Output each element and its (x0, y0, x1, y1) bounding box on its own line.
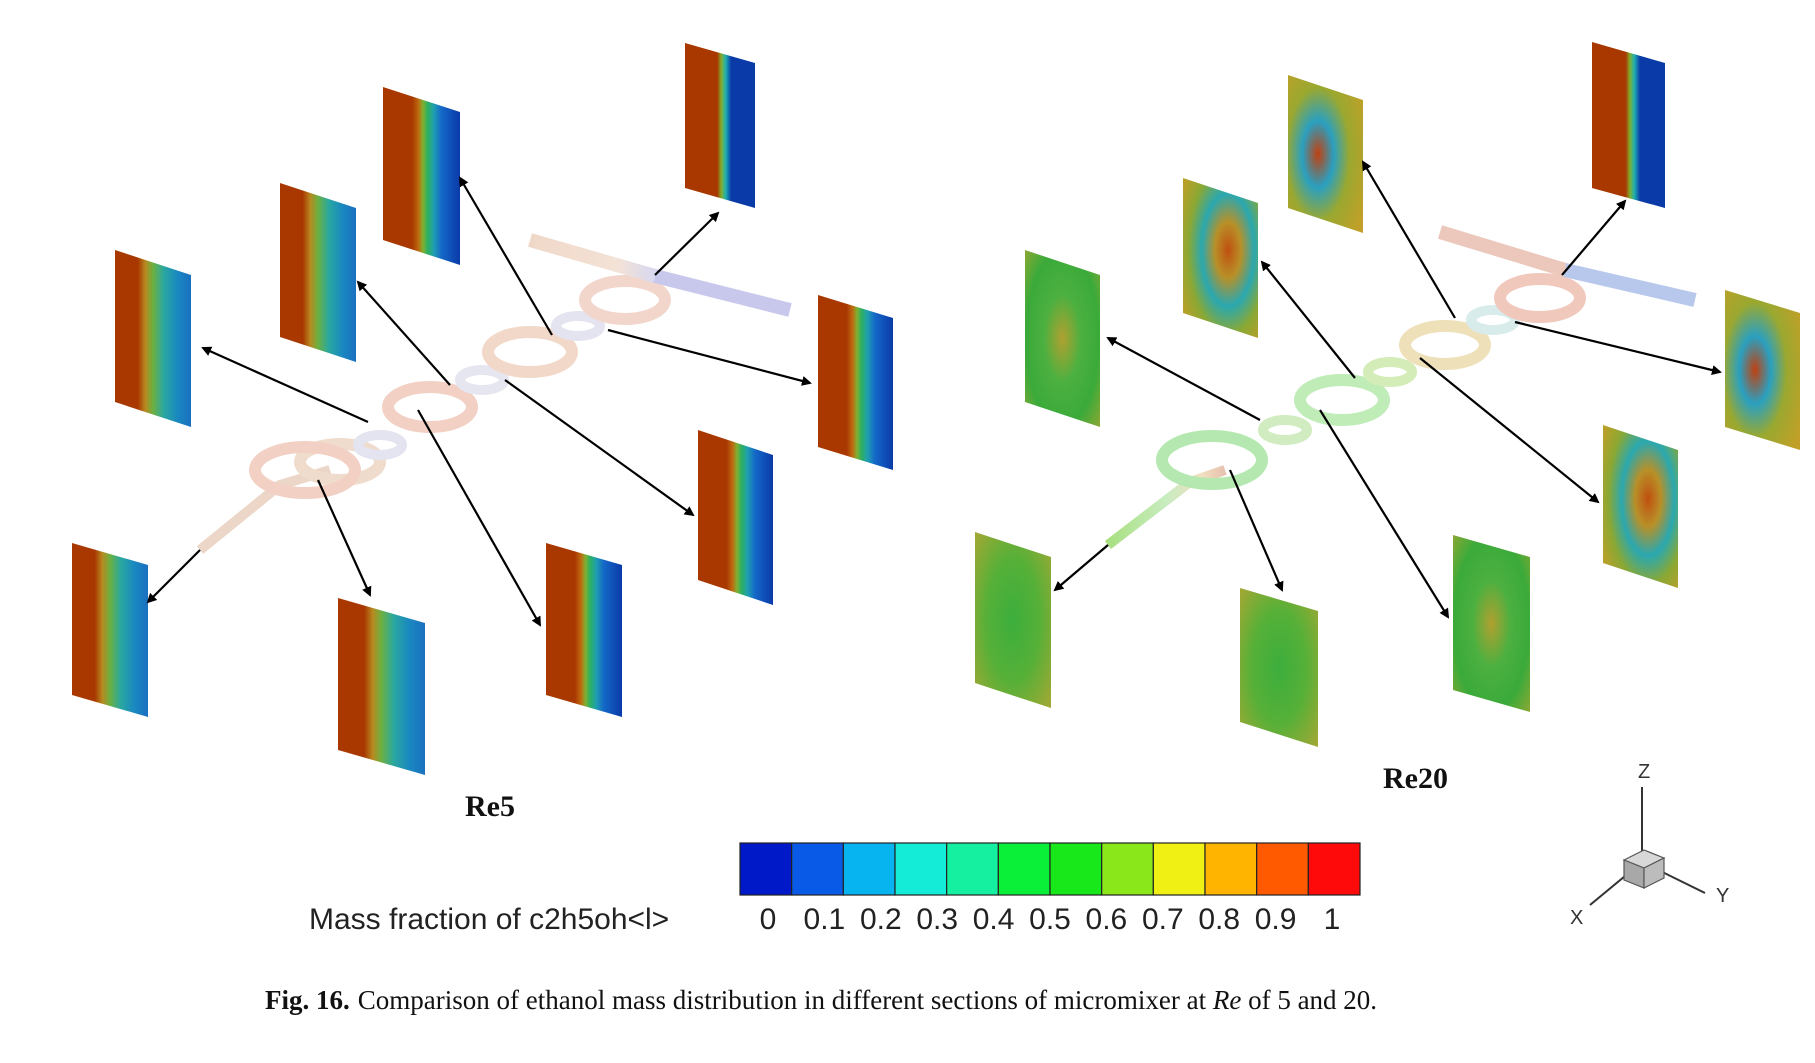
caption-text-before: Comparison of ethanol mass distribution … (357, 985, 1213, 1015)
panel-re5 (72, 43, 893, 775)
colorbar-swatch (894, 842, 948, 896)
colorbar-swatch (1049, 842, 1103, 896)
x-axis-label: X (1570, 907, 1583, 929)
legend-tick-label: 0.8 (1198, 903, 1241, 936)
legend-tick-label: 1 (1323, 903, 1341, 936)
colorbar-swatch (946, 842, 999, 896)
axis-cube (1622, 849, 1666, 889)
panel-label-re5: Re5 (465, 790, 515, 823)
colorbar-swatch (1204, 842, 1258, 896)
colorbar-swatch (1307, 842, 1361, 896)
micromixer-re5 (196, 233, 792, 554)
section-slices-re20 (975, 42, 1800, 747)
figure-caption: Fig. 16. Comparison of ethanol mass distr… (265, 985, 1665, 1016)
colorbar-swatch (791, 842, 844, 896)
legend-tick-label: 0.5 (1029, 903, 1071, 936)
legend-tick-label: 0.4 (972, 903, 1015, 936)
caption-text-after: of 5 and 20. (1241, 985, 1378, 1015)
legend-tick-label: 0.2 (859, 903, 902, 936)
legend-tick-label: 0 (759, 903, 777, 936)
legend-tick-label: 0.6 (1085, 903, 1128, 936)
colorbar-swatch (739, 842, 793, 896)
caption-figure-number: Fig. 16. (265, 985, 350, 1015)
colorbar (739, 842, 1361, 896)
legend-tick-label: 0.1 (803, 903, 846, 936)
section-slices-re5 (72, 43, 893, 775)
legend-tick-label: 0.3 (916, 903, 959, 936)
y-axis-label: Y (1716, 885, 1729, 907)
colorbar-swatch (1101, 842, 1154, 896)
colorbar-swatch (842, 842, 896, 896)
caption-re: Re (1212, 985, 1242, 1015)
legend-tick-label: 0.9 (1254, 903, 1297, 936)
arrows-re5 (146, 176, 812, 627)
arrows-re20 (1053, 160, 1722, 619)
panel-re20 (975, 42, 1800, 747)
micromixer-re20 (1104, 225, 1697, 549)
legend-tick-labels: 0 0.1 0.2 0.3 0.4 0.5 0.6 0.7 0.8 0.9 1 (740, 903, 1360, 943)
panel-label-re20: Re20 (1383, 762, 1448, 795)
legend-title: Mass fraction of c2h5oh<l> (309, 903, 670, 936)
colorbar-swatch (1152, 842, 1206, 896)
axis-triad: Z Y X (1570, 761, 1729, 929)
colorbar-swatch (1256, 842, 1309, 896)
legend-tick-label: 0.7 (1141, 903, 1184, 936)
colorbar-swatch (997, 842, 1051, 896)
z-axis-label: Z (1638, 761, 1650, 783)
